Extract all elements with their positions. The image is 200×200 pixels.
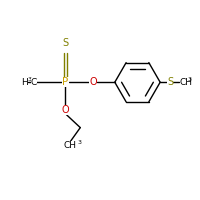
- Text: S: S: [62, 38, 69, 48]
- Text: 3: 3: [28, 77, 32, 82]
- Text: CH: CH: [180, 78, 193, 87]
- Text: S: S: [167, 77, 173, 87]
- Text: O: O: [62, 105, 69, 115]
- Text: 3: 3: [77, 140, 81, 145]
- Text: 3: 3: [188, 77, 192, 82]
- Text: O: O: [89, 77, 97, 87]
- Text: H: H: [21, 78, 28, 87]
- Text: C: C: [31, 78, 37, 87]
- Text: CH: CH: [64, 141, 77, 150]
- Text: P: P: [62, 77, 69, 87]
